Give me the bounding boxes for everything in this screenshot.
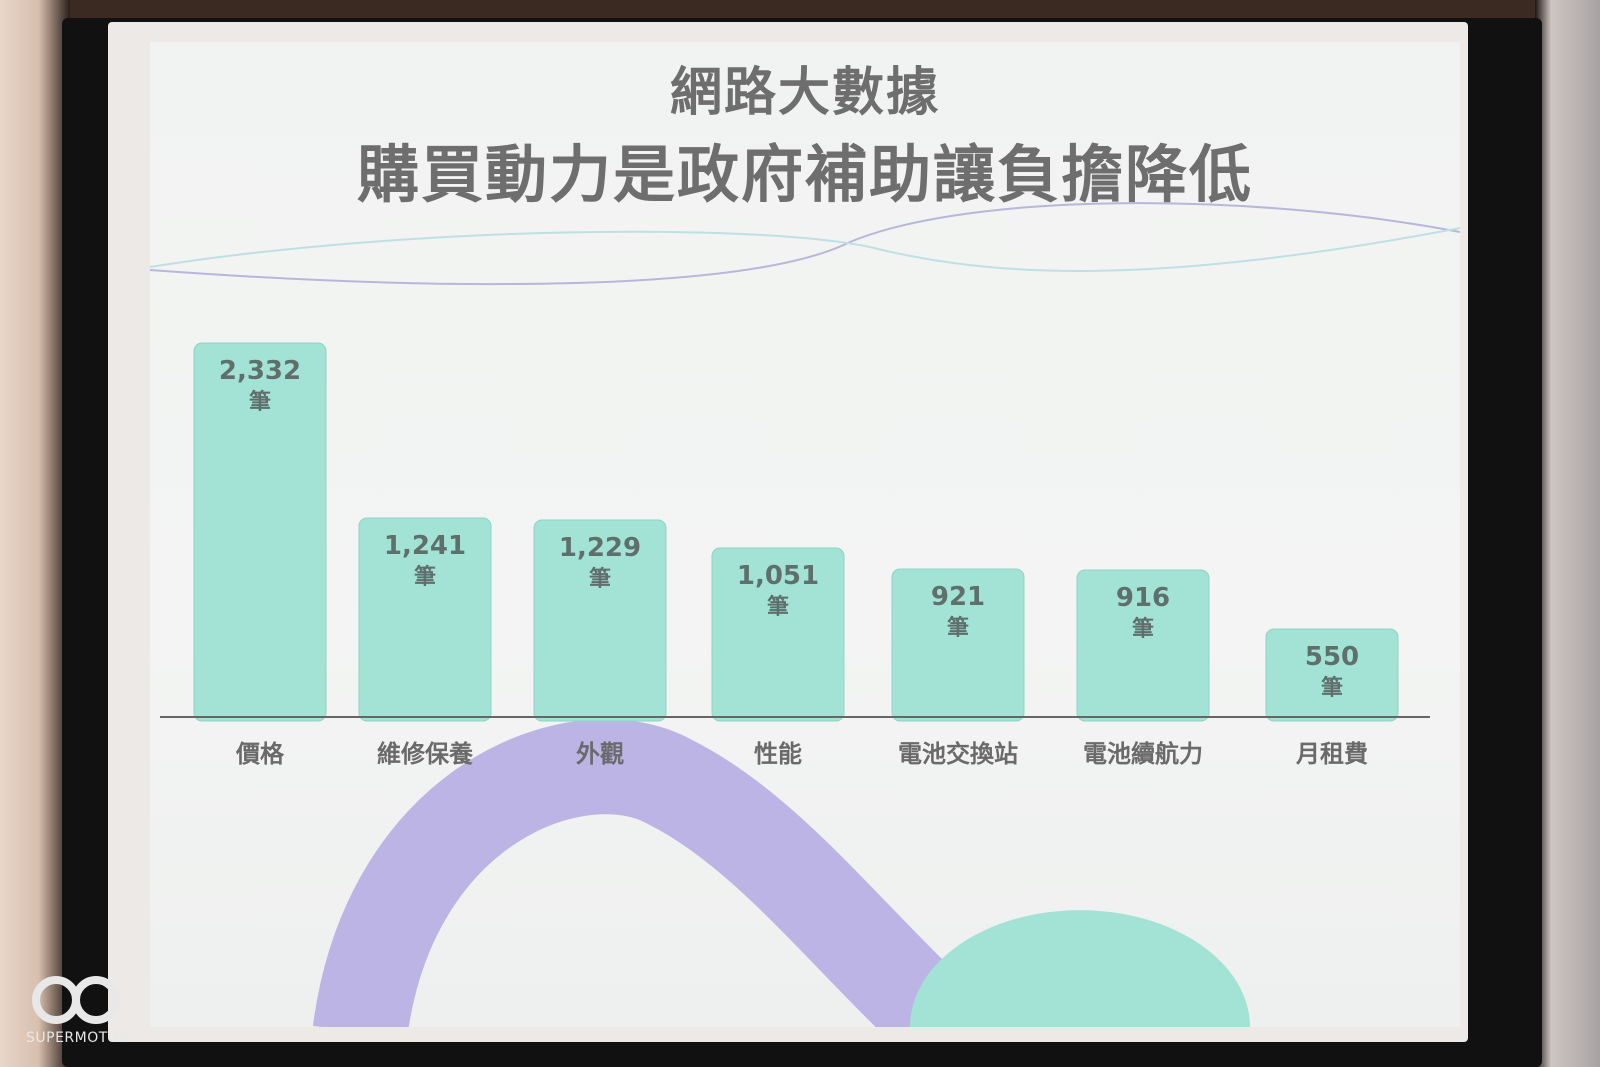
bar-unit-label: 筆 — [1132, 616, 1154, 642]
x-tick-label: 維修保養 — [377, 740, 473, 768]
background-wall-right — [1535, 0, 1600, 1067]
bar-7 — [1265, 628, 1399, 722]
background-wall-left — [0, 0, 70, 1067]
purple-arc — [312, 719, 982, 1027]
bar-value-label: 921 — [931, 582, 985, 612]
x-tick-label: 月租費 — [1295, 740, 1368, 768]
bar-unit-label: 筆 — [249, 389, 271, 415]
wave-line-2 — [150, 227, 1460, 272]
bar-unit-label: 筆 — [767, 594, 789, 620]
bar-value-label: 2,332 — [219, 356, 301, 386]
bar-unit-label: 筆 — [1321, 675, 1343, 701]
bar-3 — [533, 519, 667, 722]
bar-6 — [1076, 569, 1210, 722]
bar-value-label: 1,229 — [559, 533, 641, 563]
bar-value-label: 916 — [1116, 583, 1170, 613]
wave-line-1 — [150, 202, 1460, 286]
x-tick-label: 價格 — [235, 740, 285, 768]
decorative-curves — [150, 202, 1460, 1027]
watermark-text: SUPERMOTO8 — [26, 1030, 129, 1046]
chart-subtitle: 購買動力是政府補助讓負擔降低 — [356, 138, 1253, 211]
bar-unit-label: 筆 — [589, 566, 611, 592]
teal-semicircle — [910, 910, 1250, 1027]
x-tick-label: 外觀 — [576, 740, 624, 768]
bar-5 — [891, 568, 1025, 722]
x-tick-label: 電池續航力 — [1083, 740, 1203, 768]
bar-value-label: 550 — [1305, 642, 1359, 672]
bar-value-label: 1,051 — [737, 561, 819, 591]
x-tick-label: 性能 — [754, 740, 802, 768]
x-tick-label: 電池交換站 — [898, 740, 1018, 768]
bar-1 — [193, 342, 327, 722]
slide: 網路大數據 購買動力是政府補助讓負擔降低 2,332 筆價格 1,241 筆維修保養 1… — [150, 42, 1460, 1027]
bar-value-label: 1,241 — [384, 531, 466, 561]
bar-unit-label: 筆 — [947, 615, 969, 641]
bar-unit-label: 筆 — [414, 564, 436, 590]
watermark-logo: SUPERMOTO8 — [26, 970, 129, 1060]
chart-title: 網路大數據 — [669, 63, 940, 123]
bar-4 — [711, 547, 845, 722]
bar-2 — [358, 517, 492, 722]
infinity-logo-icon — [32, 976, 120, 1024]
